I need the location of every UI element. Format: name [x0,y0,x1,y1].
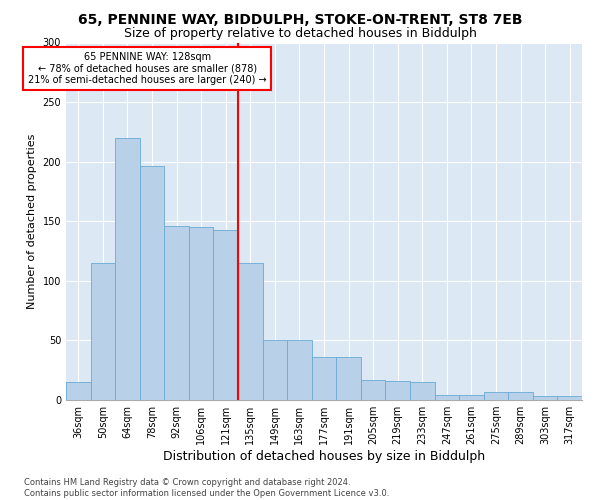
Bar [484,392,508,400]
Bar [459,395,484,400]
Bar [434,395,459,400]
Bar [115,138,140,400]
Y-axis label: Number of detached properties: Number of detached properties [27,134,37,309]
X-axis label: Distribution of detached houses by size in Biddulph: Distribution of detached houses by size … [163,450,485,463]
Bar [189,227,214,400]
Text: 65 PENNINE WAY: 128sqm
← 78% of detached houses are smaller (878)
21% of semi-de: 65 PENNINE WAY: 128sqm ← 78% of detached… [28,52,266,85]
Bar [164,226,189,400]
Bar [361,380,385,400]
Bar [238,263,263,400]
Bar [533,396,557,400]
Bar [66,382,91,400]
Bar [312,357,336,400]
Bar [287,340,312,400]
Bar [140,166,164,400]
Text: 65, PENNINE WAY, BIDDULPH, STOKE-ON-TRENT, ST8 7EB: 65, PENNINE WAY, BIDDULPH, STOKE-ON-TREN… [78,12,522,26]
Text: Contains HM Land Registry data © Crown copyright and database right 2024.
Contai: Contains HM Land Registry data © Crown c… [24,478,389,498]
Bar [508,392,533,400]
Bar [91,263,115,400]
Bar [410,382,434,400]
Text: Size of property relative to detached houses in Biddulph: Size of property relative to detached ho… [124,28,476,40]
Bar [263,340,287,400]
Bar [385,381,410,400]
Bar [557,396,582,400]
Bar [214,230,238,400]
Bar [336,357,361,400]
